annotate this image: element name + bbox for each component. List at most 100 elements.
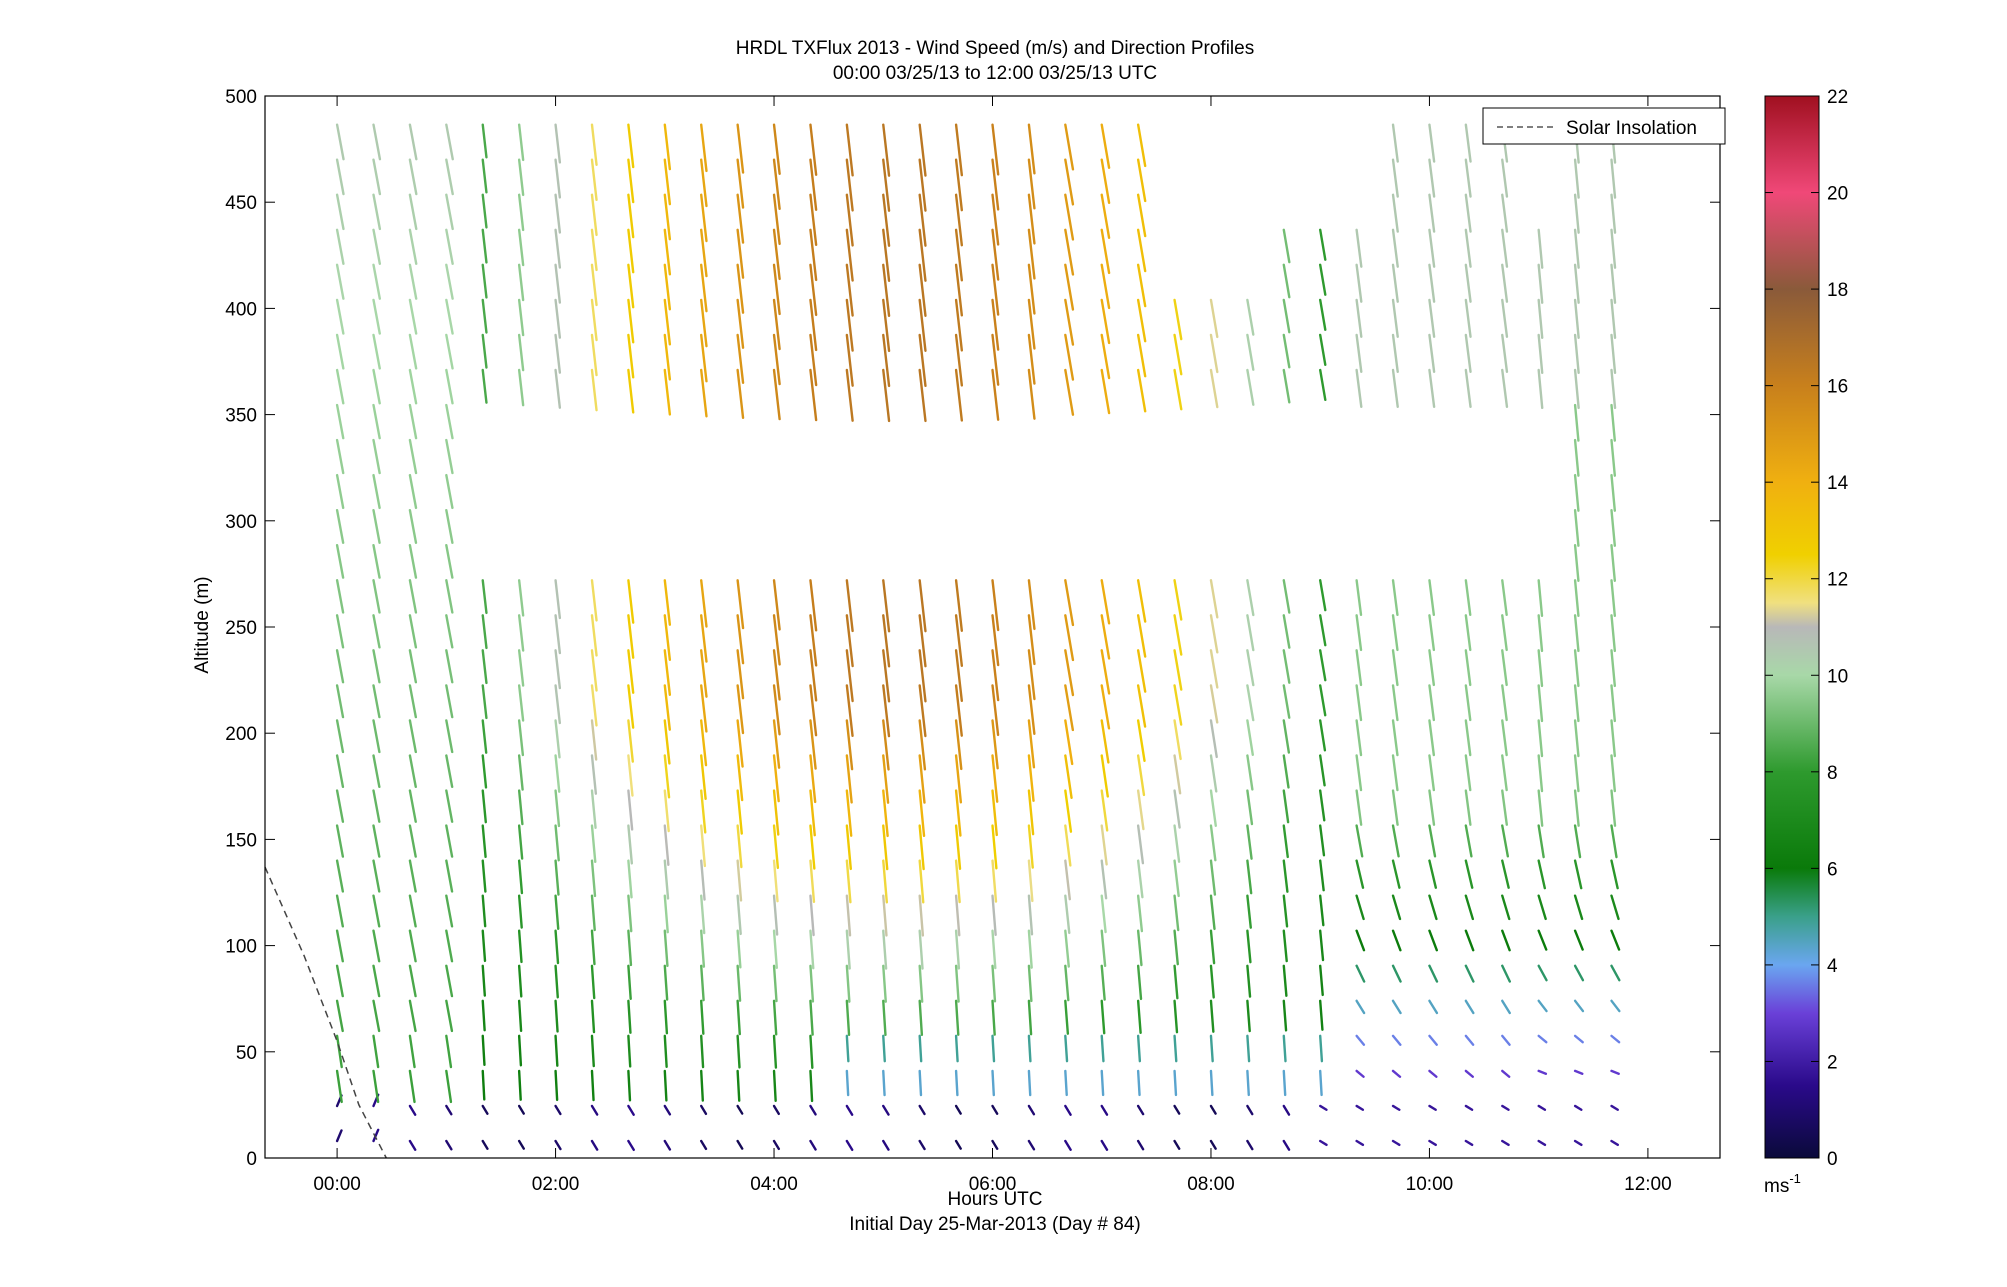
wind-arrow <box>590 579 598 622</box>
wind-arrow <box>335 473 345 510</box>
wind-arrow <box>445 368 454 405</box>
wind-arrow <box>882 684 891 738</box>
wind-arrow <box>736 123 745 174</box>
wind-arrow <box>445 929 454 963</box>
wind-arrow <box>663 1139 672 1151</box>
wind-arrow <box>372 368 381 405</box>
wind-arrow <box>445 298 454 335</box>
wind-arrow <box>1209 614 1219 654</box>
wind-arrow <box>445 263 454 300</box>
wind-arrow <box>372 719 381 754</box>
wind-arrow <box>1246 298 1255 336</box>
chart-title: HRDL TXFlux 2013 - Wind Speed (m/s) and … <box>736 38 1254 59</box>
wind-arrow <box>1064 894 1071 935</box>
wind-arrow <box>736 579 745 630</box>
wind-arrow <box>1464 789 1472 826</box>
wind-arrow <box>736 298 745 349</box>
wind-arrow <box>663 684 671 731</box>
wind-arrow <box>1209 1139 1217 1150</box>
wind-arrow <box>1537 333 1544 375</box>
wind-arrow <box>1464 964 1475 983</box>
wind-arrow <box>809 789 816 837</box>
wind-arrow <box>1428 123 1436 163</box>
wind-arrow <box>1136 368 1147 413</box>
wind-arrow <box>408 1139 417 1151</box>
wind-arrow <box>918 158 927 212</box>
wind-arrow <box>1428 333 1436 373</box>
wind-arrow <box>445 614 454 649</box>
wind-arrow <box>1537 684 1544 723</box>
wind-arrow <box>882 193 891 247</box>
wind-arrow <box>590 649 598 692</box>
wind-arrow <box>1610 1069 1620 1075</box>
wind-arrow <box>445 579 454 614</box>
colorbar-ticks: 0 2 4 6 8 10 12 14 16 18 20 22 <box>1765 87 1849 1170</box>
wind-arrow <box>517 228 525 267</box>
wind-arrow <box>481 894 487 928</box>
wind-arrow <box>1537 614 1544 653</box>
wind-arrow <box>700 964 705 1002</box>
wind-arrow <box>772 1034 778 1069</box>
wind-arrow <box>1355 1034 1366 1046</box>
wind-arrow <box>1391 614 1399 652</box>
wind-arrow <box>1428 929 1438 952</box>
wind-arrow <box>1246 1034 1251 1063</box>
wind-arrow <box>335 1034 343 1069</box>
wind-arrow <box>1100 719 1110 764</box>
wind-arrow <box>1501 929 1511 952</box>
legend-label: Solar Insolation <box>1566 118 1697 139</box>
colorbar-tick-label: 2 <box>1827 1052 1838 1073</box>
x-tick-label: 02:00 <box>532 1174 580 1195</box>
wind-arrow <box>663 649 672 697</box>
wind-arrow <box>1136 228 1147 273</box>
wind-arrow <box>1428 298 1436 338</box>
wind-arrow <box>1610 193 1617 234</box>
wind-arrow <box>991 1104 999 1115</box>
wind-arrow <box>372 473 381 510</box>
wind-arrow <box>554 684 562 725</box>
wind-arrow <box>918 228 927 282</box>
wind-arrow <box>445 1069 453 1104</box>
wind-arrow <box>1391 859 1401 889</box>
wind-arrow <box>1537 754 1544 793</box>
wind-arrow <box>1100 649 1111 695</box>
wind-arrow <box>1136 859 1144 899</box>
wind-arrow <box>1209 333 1219 374</box>
wind-arrow <box>809 1104 817 1116</box>
wind-arrow <box>1391 193 1399 233</box>
wind-arrow <box>809 579 818 632</box>
wind-arrow <box>554 929 560 965</box>
wind-arrow <box>445 438 454 475</box>
wind-arrow <box>1464 894 1475 921</box>
wind-arrow <box>882 368 891 423</box>
wind-arrow <box>1246 754 1254 791</box>
wind-arrow <box>700 859 706 901</box>
wind-arrow <box>954 929 961 970</box>
wind-arrow <box>1282 333 1291 369</box>
wind-arrow <box>809 894 815 937</box>
wind-arrow <box>1064 789 1073 833</box>
wind-arrow <box>700 614 708 663</box>
wind-arrow <box>1610 894 1620 921</box>
wind-arrow <box>1246 1139 1254 1151</box>
wind-arrow <box>1064 929 1070 968</box>
wind-arrow <box>590 964 596 1000</box>
wind-arrow <box>1064 824 1072 867</box>
wind-arrow <box>408 719 417 754</box>
wind-arrow <box>1355 754 1363 792</box>
wind-arrow <box>772 789 780 836</box>
wind-arrow <box>954 964 960 1003</box>
wind-arrow <box>663 1034 668 1069</box>
wind-arrow <box>517 649 525 687</box>
wind-arrow <box>1537 263 1544 304</box>
wind-arrow <box>954 999 960 1036</box>
wind-arrow <box>1573 438 1580 477</box>
wind-arrow <box>1064 298 1075 346</box>
wind-arrow <box>445 508 454 544</box>
wind-arrow <box>481 298 488 334</box>
x-tick-label: 06:00 <box>969 1174 1017 1195</box>
wind-arrow <box>1464 684 1472 722</box>
wind-arrow <box>627 123 635 169</box>
wind-arrow <box>445 894 454 928</box>
wind-arrow <box>1209 789 1217 828</box>
